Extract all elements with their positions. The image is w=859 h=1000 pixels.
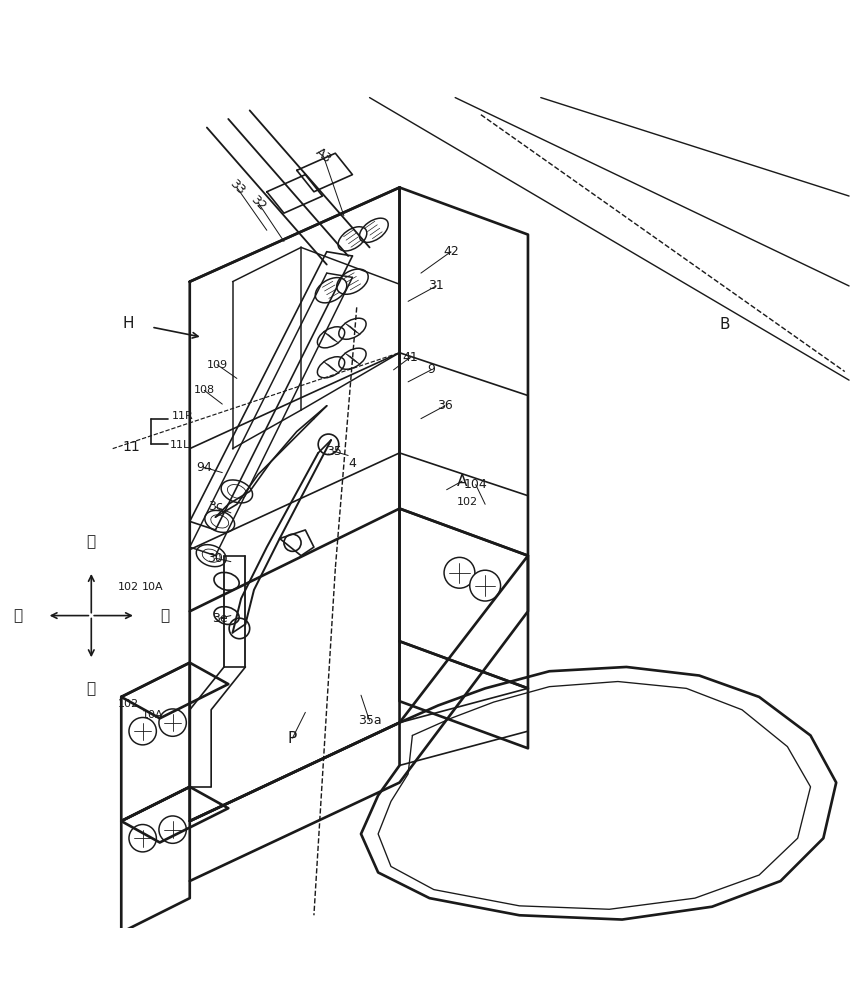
- Text: 35a: 35a: [357, 714, 381, 727]
- Text: 108: 108: [194, 385, 215, 395]
- Circle shape: [444, 557, 475, 588]
- Text: 3e: 3e: [212, 612, 228, 625]
- Text: 3c: 3c: [208, 500, 222, 513]
- Text: 102: 102: [457, 497, 478, 507]
- Text: 11L: 11L: [169, 440, 190, 450]
- Text: 35: 35: [326, 445, 342, 458]
- Circle shape: [470, 570, 501, 601]
- Text: 右: 右: [87, 535, 96, 550]
- Text: 102: 102: [118, 582, 138, 592]
- Text: 109: 109: [207, 360, 228, 370]
- Text: 11: 11: [123, 440, 140, 454]
- Text: 104: 104: [464, 478, 488, 491]
- Text: 4: 4: [349, 457, 356, 470]
- Text: P: P: [288, 731, 297, 746]
- Text: B: B: [720, 317, 730, 332]
- Text: 102: 102: [118, 699, 138, 709]
- Text: 30: 30: [208, 552, 223, 565]
- Text: 41: 41: [403, 351, 418, 364]
- Text: A: A: [457, 474, 467, 489]
- Circle shape: [159, 816, 186, 843]
- Text: 31: 31: [429, 279, 444, 292]
- Circle shape: [159, 709, 186, 736]
- Text: 后: 后: [13, 608, 22, 623]
- Circle shape: [129, 825, 156, 852]
- Text: 10A: 10A: [142, 710, 164, 720]
- Text: A3: A3: [313, 146, 334, 166]
- Text: 32: 32: [248, 193, 268, 213]
- Text: H: H: [122, 316, 134, 331]
- Text: 42: 42: [443, 245, 459, 258]
- Text: 94: 94: [197, 461, 212, 474]
- Text: 左: 左: [87, 682, 96, 697]
- Circle shape: [129, 717, 156, 745]
- Text: 前: 前: [160, 608, 169, 623]
- Text: 9: 9: [427, 363, 436, 376]
- Text: 11R: 11R: [172, 411, 194, 421]
- Text: 36: 36: [437, 399, 453, 412]
- Text: 33: 33: [227, 177, 247, 198]
- Text: 10A: 10A: [142, 582, 164, 592]
